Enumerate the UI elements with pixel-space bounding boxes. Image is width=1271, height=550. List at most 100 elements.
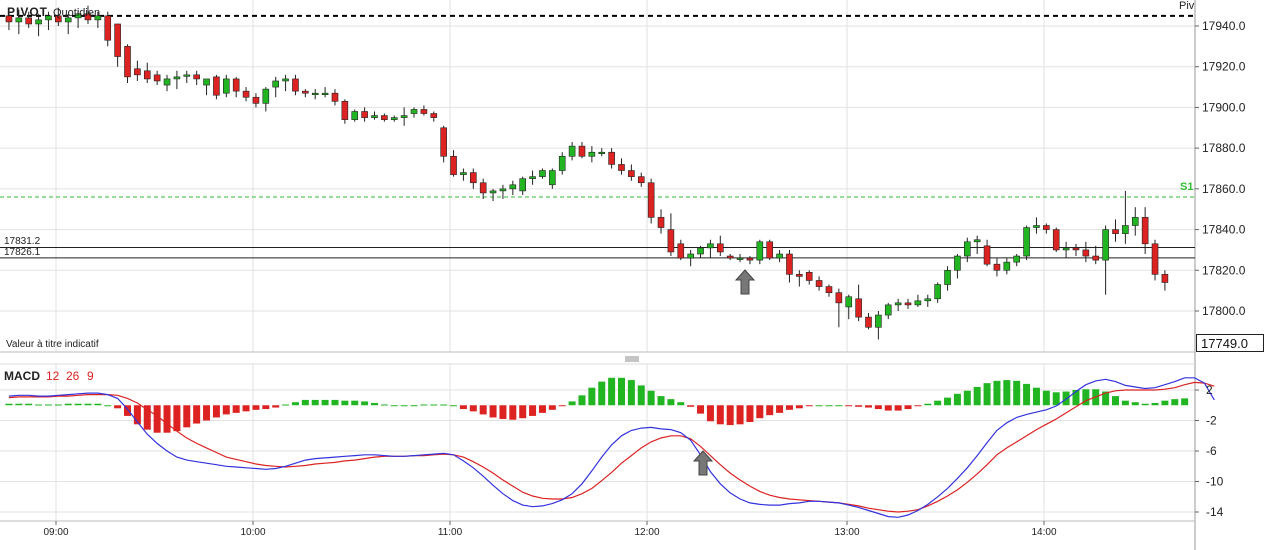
histogram-bar (222, 405, 230, 415)
candle-body (697, 247, 704, 255)
histogram-bar (874, 405, 882, 410)
candle (914, 294, 922, 307)
candle-body (213, 76, 220, 96)
candle (756, 239, 764, 265)
candle-body (252, 96, 260, 104)
histogram-bar (894, 405, 902, 411)
candle (223, 74, 230, 98)
candle (716, 235, 724, 257)
histogram-bar (805, 405, 813, 407)
histogram-bar (1141, 403, 1149, 406)
candle-body (479, 182, 487, 194)
candle (1043, 223, 1050, 234)
histogram-bar (677, 402, 685, 406)
candle (104, 11, 112, 47)
candle-body (35, 19, 42, 25)
candle-body (292, 78, 299, 92)
histogram-bar (143, 405, 151, 430)
candle (460, 168, 467, 181)
macd-param-fast: 12 (46, 369, 60, 383)
candle (351, 109, 359, 122)
histogram-bar (469, 405, 477, 412)
candle-body (805, 272, 813, 281)
candle (74, 9, 82, 29)
candle (15, 9, 23, 35)
candle-body (1052, 229, 1060, 251)
candle (924, 294, 932, 307)
candle-body (1003, 261, 1011, 271)
histogram-bar (212, 405, 220, 418)
histogram-bar (440, 404, 448, 406)
histogram-bar (618, 377, 625, 406)
candle-body (973, 239, 981, 243)
macd-line (8, 377, 1215, 518)
histogram-bar (489, 405, 497, 418)
candle-body (677, 243, 685, 259)
candle (35, 13, 42, 37)
candle-body (5, 15, 13, 23)
price-tick-label: 17860.0 (1202, 182, 1246, 196)
histogram-bar (351, 400, 359, 406)
candle-body (578, 145, 586, 157)
candle (677, 239, 685, 261)
candle (657, 209, 665, 234)
candle-body (815, 280, 823, 287)
candle (865, 313, 872, 330)
histogram-bar (944, 397, 952, 406)
candle (489, 188, 497, 202)
x-tick-label: 13:00 (834, 527, 859, 538)
candle-body (608, 151, 615, 165)
candle (94, 11, 102, 29)
candle (637, 172, 645, 187)
candle (618, 158, 625, 175)
candle-body (104, 15, 112, 41)
candle-body (64, 17, 72, 23)
candle (746, 256, 754, 265)
price-tick-label: 17840.0 (1202, 223, 1246, 237)
macd-lines (8, 377, 1215, 518)
splitter-grip[interactable] (625, 356, 639, 362)
candle (163, 74, 171, 92)
macd-param-slow: 26 (66, 369, 80, 383)
macd-histogram (5, 377, 1189, 433)
histogram-bar (963, 390, 971, 406)
candle (84, 5, 92, 24)
candle (875, 311, 882, 340)
candle-body (657, 217, 665, 228)
candle-body (469, 172, 477, 184)
indicative-note: Valeur à titre indicatif (6, 339, 99, 350)
macd-tick-label: -10 (1206, 475, 1224, 489)
candle-body (983, 245, 991, 265)
x-ticks: 09:00 10:00 11:00 12:00 13:00 14:00 (43, 521, 1057, 538)
candle (578, 142, 586, 159)
histogram-bar (301, 399, 309, 406)
candle-body (341, 101, 349, 120)
candle (124, 44, 131, 83)
candle (450, 150, 457, 177)
histogram-bar (1121, 400, 1129, 406)
candle-body (766, 241, 774, 259)
histogram-bar (924, 403, 932, 406)
histogram-bar (519, 405, 527, 419)
candle (311, 89, 319, 100)
histogram-bar (94, 403, 102, 406)
candle (499, 184, 507, 200)
histogram-bar (815, 405, 823, 407)
candle-body (796, 274, 803, 277)
candle-body (954, 255, 961, 271)
candle (766, 239, 774, 261)
histogram-bar (756, 405, 764, 419)
candle (539, 168, 546, 179)
x-tick-label: 11:00 (438, 527, 463, 538)
candle (45, 11, 52, 31)
candle-body (865, 316, 872, 328)
candle-body (163, 78, 171, 86)
candle-body (934, 284, 941, 300)
histogram-bar (479, 405, 487, 415)
candle (904, 298, 912, 309)
histogram-bar (430, 404, 438, 406)
histogram-bar (124, 405, 131, 416)
histogram-bar (776, 405, 784, 413)
histogram-bar (272, 405, 280, 408)
macd-tick-label: -6 (1206, 444, 1217, 458)
